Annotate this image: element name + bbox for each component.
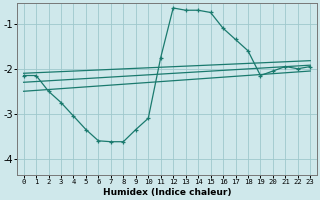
X-axis label: Humidex (Indice chaleur): Humidex (Indice chaleur) <box>103 188 231 197</box>
